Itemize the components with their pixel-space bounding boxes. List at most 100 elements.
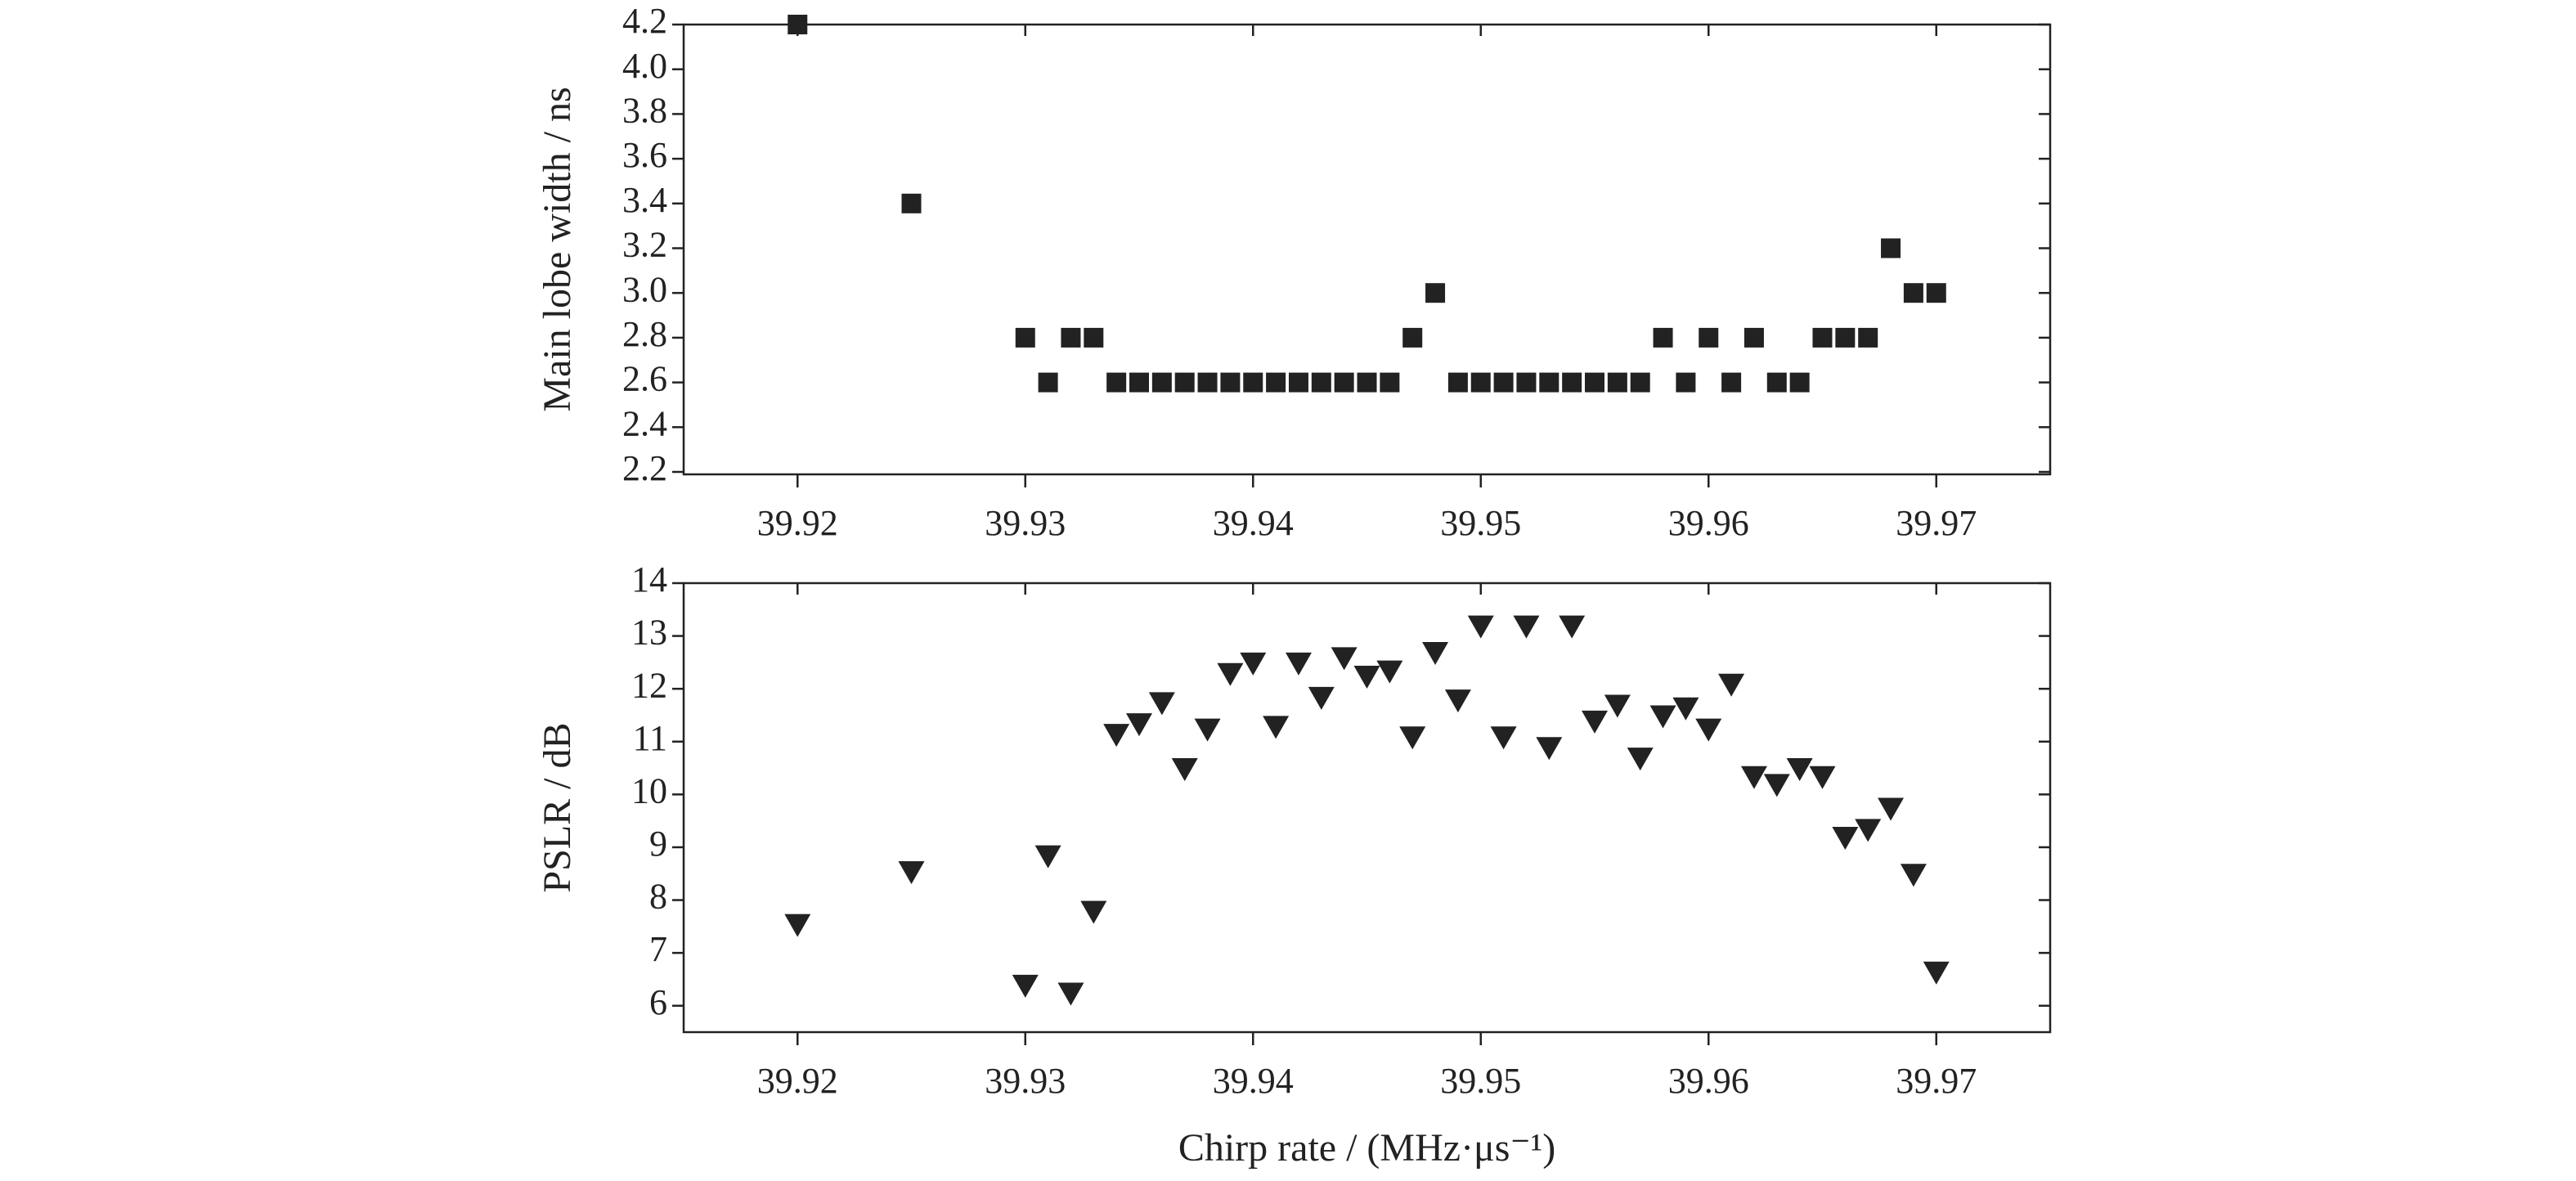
- point: [1263, 716, 1290, 739]
- point: [1220, 372, 1241, 393]
- point: [1903, 283, 1923, 303]
- point: [1197, 372, 1218, 393]
- x-tick-label: 39.93: [985, 1061, 1066, 1101]
- point: [1357, 372, 1377, 393]
- point: [1562, 372, 1582, 393]
- point: [1740, 766, 1767, 789]
- point: [788, 15, 808, 34]
- x-tick-label: 39.96: [1668, 503, 1749, 543]
- point: [1217, 662, 1244, 686]
- y-tick-label: 9: [649, 824, 667, 864]
- y-tick-label: 12: [631, 665, 667, 705]
- point: [901, 193, 922, 213]
- point: [1536, 737, 1563, 761]
- point: [1786, 758, 1813, 782]
- y-tick-label: 3.4: [622, 180, 667, 220]
- plot-frame: [682, 23, 2052, 476]
- y-axis-title: Main lobe width / ns: [536, 87, 579, 411]
- y-axis-title: PSLR / dB: [536, 722, 579, 892]
- point: [1380, 372, 1400, 393]
- point: [1766, 372, 1787, 393]
- point: [1126, 713, 1152, 737]
- point: [1012, 974, 1039, 998]
- point: [1900, 864, 1927, 887]
- point: [1513, 615, 1540, 639]
- point: [1376, 660, 1403, 684]
- point: [1129, 372, 1149, 393]
- point: [1171, 758, 1198, 782]
- point: [784, 914, 811, 937]
- y-tick-label: 2.4: [622, 403, 667, 443]
- point: [1422, 641, 1449, 665]
- point: [1084, 327, 1104, 348]
- point: [1923, 961, 1950, 985]
- point: [1061, 327, 1081, 348]
- point: [1057, 982, 1084, 1006]
- point: [1649, 705, 1676, 729]
- point: [1353, 666, 1380, 689]
- point: [1516, 372, 1537, 393]
- point: [1470, 372, 1491, 393]
- point: [1653, 327, 1673, 348]
- y-tick-label: 2.8: [622, 314, 667, 354]
- point: [1467, 615, 1494, 639]
- point: [1444, 689, 1471, 713]
- x-tick-label: 39.97: [1896, 1061, 1977, 1101]
- point: [1809, 766, 1836, 789]
- y-tick-label: 14: [631, 559, 667, 599]
- point: [1174, 372, 1195, 393]
- point: [1285, 652, 1312, 676]
- plot-frame: [682, 582, 2052, 1034]
- point: [1607, 372, 1627, 393]
- point: [1881, 238, 1901, 258]
- x-tick-label: 39.94: [1213, 1061, 1294, 1101]
- point: [1038, 372, 1058, 393]
- point: [1878, 797, 1905, 821]
- point: [1604, 694, 1631, 718]
- point: [1718, 673, 1745, 697]
- point: [1630, 372, 1650, 393]
- point: [1676, 372, 1696, 393]
- point: [1311, 372, 1331, 393]
- point: [1151, 372, 1172, 393]
- point: [1672, 697, 1699, 721]
- x-tick-label: 39.96: [1668, 1061, 1749, 1101]
- point: [1812, 327, 1833, 348]
- point: [1699, 327, 1719, 348]
- point: [1858, 327, 1878, 348]
- y-tick-label: 4.2: [622, 1, 667, 41]
- point: [1627, 748, 1654, 771]
- point: [1331, 647, 1358, 671]
- point: [1103, 724, 1130, 748]
- point: [1447, 372, 1468, 393]
- y-tick-label: 13: [631, 613, 667, 653]
- y-tick-label: 3.0: [622, 269, 667, 309]
- y-tick-label: 7: [649, 929, 667, 969]
- y-tick-label: 4.0: [622, 46, 667, 86]
- point: [898, 861, 925, 885]
- point: [1490, 726, 1517, 750]
- x-tick-label: 39.93: [985, 503, 1066, 543]
- point: [1015, 327, 1035, 348]
- y-tick-label: 2.2: [622, 448, 667, 488]
- y-tick-label: 6: [649, 982, 667, 1022]
- y-tick-label: 3.8: [622, 90, 667, 130]
- point: [1148, 692, 1175, 716]
- point: [1240, 652, 1267, 676]
- x-tick-label: 39.95: [1440, 503, 1521, 543]
- point: [1399, 726, 1426, 750]
- point: [1832, 827, 1859, 851]
- point: [1288, 372, 1308, 393]
- y-tick-label: 10: [631, 770, 667, 811]
- x-tick-label: 39.92: [757, 503, 838, 543]
- x-tick-label: 39.92: [757, 1061, 838, 1101]
- point: [1493, 372, 1514, 393]
- point: [1559, 615, 1586, 639]
- point: [1106, 372, 1127, 393]
- point: [1585, 372, 1604, 393]
- point: [1855, 819, 1882, 842]
- point: [1080, 900, 1107, 924]
- point: [1763, 774, 1790, 797]
